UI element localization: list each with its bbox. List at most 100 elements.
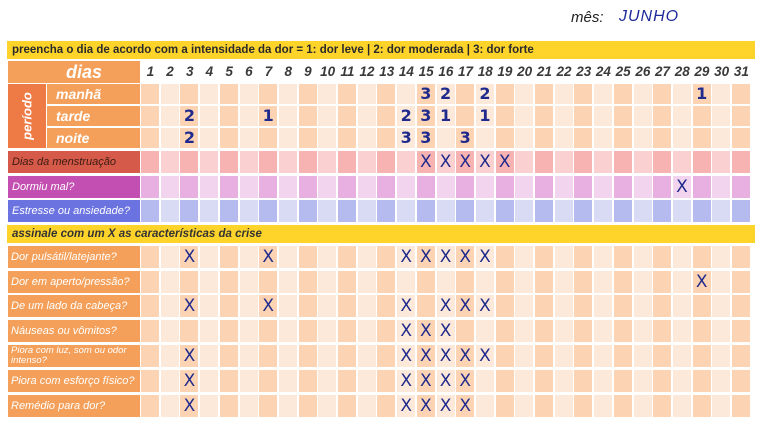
characteristic-cell[interactable] [692, 320, 711, 342]
tracking-cell[interactable] [397, 200, 416, 222]
tracking-cell[interactable] [338, 200, 357, 222]
characteristic-cell[interactable] [436, 395, 455, 417]
characteristic-cell[interactable] [219, 320, 238, 342]
characteristic-cell[interactable] [633, 320, 652, 342]
characteristic-cell[interactable] [141, 320, 160, 342]
characteristic-cell[interactable] [712, 370, 731, 392]
characteristic-cell[interactable] [160, 271, 179, 293]
characteristic-cell[interactable] [377, 271, 396, 293]
characteristic-cell[interactable] [732, 345, 751, 367]
characteristic-cell[interactable] [259, 246, 278, 268]
characteristic-cell[interactable] [141, 295, 160, 317]
characteristic-cell[interactable] [672, 345, 691, 367]
characteristic-cell[interactable] [732, 271, 751, 293]
characteristic-cell[interactable] [456, 320, 475, 342]
characteristic-cell[interactable] [672, 246, 691, 268]
characteristic-cell[interactable] [574, 246, 593, 268]
tracking-cell[interactable] [672, 151, 691, 173]
characteristic-cell[interactable] [298, 320, 317, 342]
characteristic-cell[interactable] [712, 395, 731, 417]
characteristic-cell[interactable] [732, 295, 751, 317]
characteristic-cell[interactable] [298, 271, 317, 293]
characteristic-cell[interactable] [732, 370, 751, 392]
characteristic-cell[interactable] [200, 320, 219, 342]
characteristic-cell[interactable] [535, 246, 554, 268]
characteristic-cell[interactable] [613, 271, 632, 293]
characteristic-cell[interactable] [200, 295, 219, 317]
characteristic-cell[interactable] [672, 395, 691, 417]
tracking-cell[interactable] [416, 200, 435, 222]
tracking-cell[interactable] [633, 176, 652, 198]
tracking-cell[interactable] [712, 151, 731, 173]
characteristic-cell[interactable] [712, 295, 731, 317]
tracking-cell[interactable] [653, 176, 672, 198]
tracking-cell[interactable] [495, 176, 514, 198]
tracking-cell[interactable] [278, 176, 297, 198]
tracking-cell[interactable] [672, 200, 691, 222]
characteristic-cell[interactable] [357, 345, 376, 367]
characteristic-cell[interactable] [219, 246, 238, 268]
tracking-cell[interactable] [436, 151, 455, 173]
tracking-cell[interactable] [495, 151, 514, 173]
tracking-cell[interactable] [357, 200, 376, 222]
characteristic-cell[interactable] [298, 246, 317, 268]
characteristic-cell[interactable] [180, 295, 199, 317]
characteristic-cell[interactable] [160, 246, 179, 268]
characteristic-cell[interactable] [456, 271, 475, 293]
tracking-cell[interactable] [377, 200, 396, 222]
characteristic-cell[interactable] [475, 271, 494, 293]
tracking-cell[interactable] [712, 200, 731, 222]
characteristic-cell[interactable] [357, 395, 376, 417]
characteristic-cell[interactable] [160, 370, 179, 392]
characteristic-cell[interactable] [594, 271, 613, 293]
characteristic-cell[interactable] [672, 370, 691, 392]
tracking-cell[interactable] [180, 176, 199, 198]
characteristic-cell[interactable] [554, 370, 573, 392]
tracking-cell[interactable] [180, 151, 199, 173]
characteristic-cell[interactable] [180, 271, 199, 293]
characteristic-cell[interactable] [495, 320, 514, 342]
characteristic-cell[interactable] [278, 320, 297, 342]
characteristic-cell[interactable] [219, 395, 238, 417]
characteristic-cell[interactable] [672, 271, 691, 293]
characteristic-cell[interactable] [180, 370, 199, 392]
characteristic-cell[interactable] [475, 345, 494, 367]
characteristic-cell[interactable] [613, 395, 632, 417]
characteristic-cell[interactable] [318, 395, 337, 417]
characteristic-cell[interactable] [594, 246, 613, 268]
tracking-cell[interactable] [239, 176, 258, 198]
tracking-cell[interactable] [594, 176, 613, 198]
tracking-cell[interactable] [574, 200, 593, 222]
characteristic-cell[interactable] [554, 271, 573, 293]
characteristic-cell[interactable] [535, 295, 554, 317]
characteristic-cell[interactable] [416, 320, 435, 342]
characteristic-cell[interactable] [554, 295, 573, 317]
characteristic-cell[interactable] [613, 320, 632, 342]
tracking-cell[interactable] [672, 176, 691, 198]
characteristic-cell[interactable] [239, 295, 258, 317]
characteristic-cell[interactable] [692, 345, 711, 367]
characteristic-cell[interactable] [653, 345, 672, 367]
tracking-cell[interactable] [475, 176, 494, 198]
tracking-cell[interactable] [160, 151, 179, 173]
characteristic-cell[interactable] [475, 370, 494, 392]
tracking-cell[interactable] [535, 200, 554, 222]
characteristic-cell[interactable] [219, 345, 238, 367]
characteristic-cell[interactable] [574, 271, 593, 293]
characteristic-cell[interactable] [239, 320, 258, 342]
characteristic-cell[interactable] [653, 320, 672, 342]
characteristic-cell[interactable] [338, 320, 357, 342]
characteristic-cell[interactable] [732, 395, 751, 417]
characteristic-cell[interactable] [318, 295, 337, 317]
tracking-cell[interactable] [180, 200, 199, 222]
characteristic-cell[interactable] [574, 295, 593, 317]
characteristic-cell[interactable] [160, 395, 179, 417]
tracking-cell[interactable] [200, 200, 219, 222]
characteristic-cell[interactable] [515, 395, 534, 417]
characteristic-cell[interactable] [141, 345, 160, 367]
characteristic-cell[interactable] [200, 271, 219, 293]
characteristic-cell[interactable] [377, 345, 396, 367]
characteristic-cell[interactable] [475, 320, 494, 342]
characteristic-cell[interactable] [712, 320, 731, 342]
characteristic-cell[interactable] [515, 295, 534, 317]
